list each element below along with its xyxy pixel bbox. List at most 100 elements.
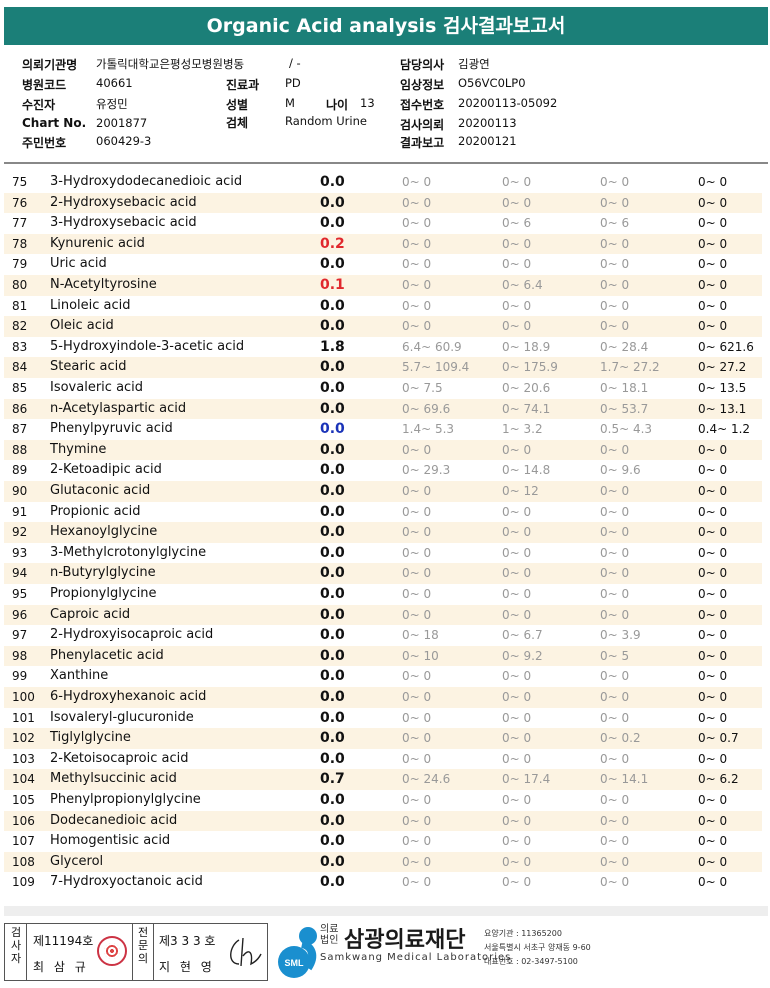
analyte-name: 2-Hydroxyisocaproic acid [50,627,214,643]
reference-range-4: 0~ 0 [698,607,728,622]
result-value: 0.0 [320,606,345,623]
result-value: 0.0 [320,441,345,458]
phone: 대표번호 : 02-3497-5100 [484,957,578,966]
institution-label: 의뢰기관명 [22,58,78,72]
table-row: 103 2-Ketoisocaproic acid 0.0 0~ 0 0~ 0 0~ 0 0… [4,749,762,770]
table-row: 98 Phenylacetic acid 0.0 0~ 10 0~ 9.2 0~ 5 0~ … [4,645,762,667]
reference-range-2: 0~ 0 [502,442,532,457]
reference-range-2: 0~ 12 [502,484,539,498]
analyte-name: n-Acetylaspartic acid [50,400,187,416]
reference-range-1: 0~ 0 [402,566,432,581]
divider [153,924,154,980]
reference-range-1: 0~ 0 [402,813,432,828]
row-number: 82 [12,319,28,334]
reference-range-1: 5.7~ 109.4 [402,360,470,375]
doctor-label: 담당의사 [400,58,445,72]
reference-range-4: 0~ 6.2 [698,772,739,787]
reference-range-4: 0~ 0 [698,463,728,478]
reference-range-4: 0~ 0 [698,648,728,663]
receipt-number-value: 20200113-05092 [458,96,558,110]
reference-range-4: 0~ 0 [698,195,728,210]
result-value: 0.0 [320,544,345,561]
row-number: 92 [12,525,28,540]
result-value: 0.0 [320,833,345,850]
result-value: 0.0 [320,297,345,314]
reference-range-1: 0~ 0 [402,587,432,601]
analyte-name: Oleic acid [50,318,114,334]
reference-range-2: 0~ 18.9 [502,339,551,354]
table-row: 101 Isovaleryl-glucuronide 0.0 0~ 0 0~ 0 0~ 0… [4,708,762,729]
result-value: 0.0 [320,874,345,891]
reference-range-1: 0~ 0 [402,257,432,272]
reference-range-2: 0~ 0 [502,690,532,704]
reference-range-4: 0~ 0 [698,319,728,334]
analyte-name: Uric acid [50,256,107,272]
sex-value: M [285,96,295,110]
reference-range-2: 0~ 0 [502,813,532,828]
reference-range-4: 0.4~ 1.2 [698,422,751,437]
reference-range-2: 0~ 0 [502,298,532,313]
reference-range-3: 0~ 0 [600,854,630,869]
reference-range-4: 0~ 0 [698,690,728,704]
row-number: 107 [12,834,35,849]
doctor-value: 김광연 [458,57,490,71]
reference-range-2: 0~ 0 [502,319,532,334]
reference-range-3: 0~ 0 [600,587,630,601]
row-number: 109 [12,875,35,890]
reference-range-2: 0~ 0 [502,545,532,560]
result-value: 0.7 [320,771,345,788]
table-row: 104 Methylsuccinic acid 0.7 0~ 24.6 0~ 17.4 0… [4,769,762,790]
analyte-name: 5-Hydroxyindole-3-acetic acid [50,338,245,354]
row-number: 91 [12,504,28,519]
table-row: 96 Caproic acid 0.0 0~ 0 0~ 0 0~ 0 0~ 0 [4,604,762,626]
row-number: 79 [12,257,28,272]
reference-range-2: 0~ 0 [502,504,532,519]
seal-icon [97,936,127,966]
reference-range-3: 0~ 0 [600,278,630,292]
reference-range-1: 0~ 0 [402,525,432,540]
result-value: 0.1 [320,277,345,293]
institution-code: 요양기관 : 11365200 [484,929,562,938]
age-value: 13 [360,96,375,110]
reference-range-3: 0~ 0 [600,834,630,849]
table-row: 78 Kynurenic acid 0.2 0~ 0 0~ 0 0~ 0 0~ 0 [4,233,762,255]
reference-range-4: 0~ 0 [698,278,728,292]
specimen-label: 검체 [226,116,249,130]
reference-range-3: 0~ 0 [600,175,630,189]
reference-range-1: 0~ 0 [402,319,432,334]
reference-range-3: 0.5~ 4.3 [600,422,653,437]
examiner-name: 최 삼 규 [33,960,89,974]
signature-box: 검사자 제11194호 최 삼 규 전문의 제3 3 3 호 지 현 영 [4,923,268,981]
reference-range-1: 0~ 0 [402,669,432,684]
table-row: 102 Tiglylglycine 0.0 0~ 0 0~ 0 0~ 0.2 0~ 0.7 [4,728,762,749]
analyte-name: 7-Hydroxyoctanoic acid [50,874,203,890]
reference-range-1: 0~ 0 [402,298,432,313]
reference-range-2: 0~ 14.8 [502,463,551,478]
reference-range-1: 0~ 0 [402,236,432,251]
table-row: 80 N-Acetyltyrosine 0.1 0~ 0 0~ 6.4 0~ 0 0~ 0 [4,275,762,296]
analyte-name: Methylsuccinic acid [50,771,177,787]
reference-range-2: 0~ 0 [502,751,532,766]
analyte-name: Dodecanedioic acid [50,812,178,828]
reference-range-3: 0~ 0 [600,195,630,210]
reference-range-4: 0~ 0 [698,854,728,869]
analyte-name: Phenylacetic acid [50,647,164,663]
table-row: 84 Stearic acid 0.0 5.7~ 109.4 0~ 175.9 1.7~ … [4,357,762,378]
reference-range-1: 0~ 0 [402,793,432,807]
reference-range-1: 0~ 7.5 [402,381,443,395]
divider [132,924,133,980]
analyte-name: 6-Hydroxyhexanoic acid [50,689,207,704]
chart-number-label: Chart No. [22,116,87,130]
report-date-label: 결과보고 [400,136,445,150]
analyte-name: Propionic acid [50,503,141,519]
examiner-license: 제11194호 [33,934,94,948]
reference-range-2: 0~ 0 [502,587,532,601]
logo-text: SML [285,958,305,968]
reference-range-1: 6.4~ 60.9 [402,339,462,354]
row-number: 106 [12,813,35,828]
reference-range-4: 0~ 0 [698,875,728,890]
reference-range-4: 0~ 0 [698,257,728,272]
reference-range-4: 0~ 0 [698,834,728,849]
reference-range-1: 0~ 0 [402,607,432,622]
reference-range-4: 0~ 0 [698,751,728,766]
